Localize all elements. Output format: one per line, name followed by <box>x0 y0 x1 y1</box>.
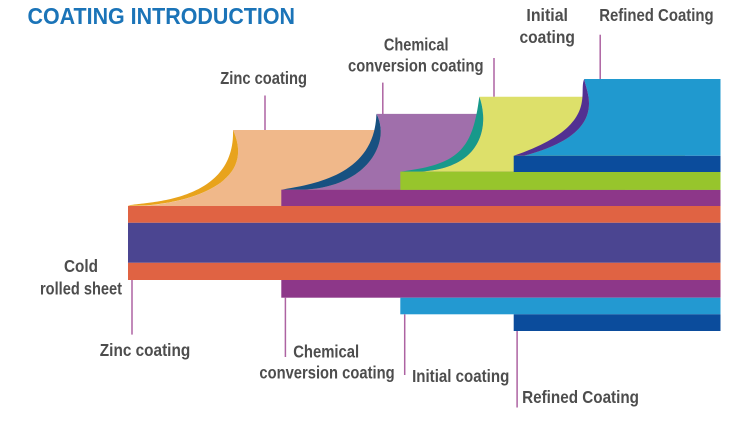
svg-text:Chemical: Chemical <box>384 35 449 55</box>
svg-text:coating: coating <box>520 27 575 47</box>
svg-text:rolled sheet: rolled sheet <box>40 279 122 299</box>
svg-text:Zinc coating: Zinc coating <box>220 68 307 88</box>
svg-text:Initial: Initial <box>526 5 568 25</box>
svg-text:Refined Coating: Refined Coating <box>522 387 639 407</box>
svg-text:Initial coating: Initial coating <box>412 366 509 386</box>
svg-text:COATING INTRODUCTION: COATING INTRODUCTION <box>28 3 296 29</box>
svg-text:Chemical: Chemical <box>293 342 359 362</box>
svg-text:Zinc coating: Zinc coating <box>100 340 190 360</box>
svg-text:conversion coating: conversion coating <box>348 55 484 75</box>
svg-text:conversion coating: conversion coating <box>259 363 394 383</box>
svg-text:Cold: Cold <box>64 256 98 276</box>
svg-text:Refined Coating: Refined Coating <box>599 5 713 25</box>
